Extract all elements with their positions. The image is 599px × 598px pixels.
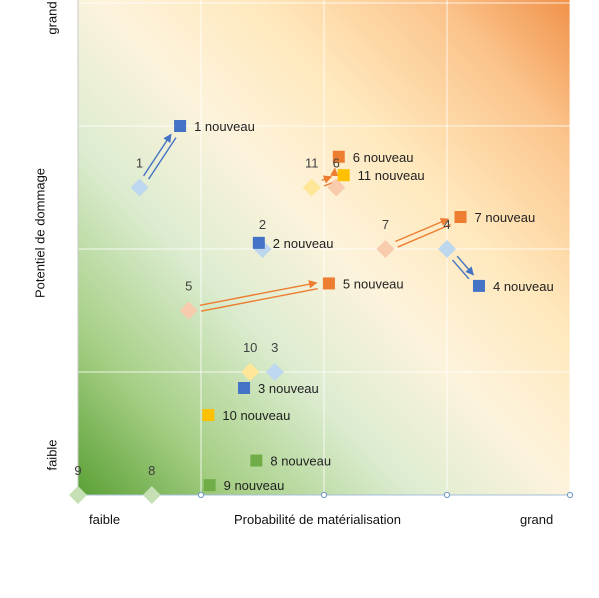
y-high-label: grand: [44, 1, 60, 35]
arrow-1: [148, 137, 177, 180]
previous-point-label-6: 6: [333, 156, 340, 171]
arrow-7-head: [395, 218, 450, 243]
new-point-6: [332, 150, 345, 163]
previous-point-9: [69, 486, 87, 504]
arrow-11-head: [321, 175, 333, 184]
new-point-7: [454, 211, 467, 224]
new-point-suffix-6: nouveau: [364, 150, 414, 165]
new-point-suffix-1: nouveau: [205, 119, 255, 134]
previous-point-label-4: 4: [443, 217, 450, 232]
previous-point-10: [241, 363, 260, 381]
x-axis-tick: [320, 491, 328, 499]
new-points: [174, 120, 485, 492]
previous-point-label-8: 8: [148, 463, 155, 478]
new-point-label-10: 10 nouveau: [222, 408, 290, 423]
y-low-label: faible: [44, 439, 60, 471]
x-axis-tick: [197, 491, 205, 499]
new-point-number-2: 2: [273, 236, 284, 251]
new-point-4: [472, 279, 485, 292]
new-point-number-1: 1: [194, 119, 205, 134]
new-point-label-11: 11 nouveau: [358, 168, 425, 183]
new-point-number-5: 5: [343, 276, 354, 291]
arrow-6-head: [330, 167, 339, 177]
new-point-9: [203, 479, 216, 492]
new-point-suffix-9: nouveau: [234, 478, 284, 493]
new-point-suffix-4: nouveau: [504, 279, 554, 294]
x-axis-title: Probabilité de matérialisation: [234, 512, 401, 527]
previous-point-label-1: 1: [136, 156, 143, 171]
arrow-5-head: [199, 280, 318, 306]
new-point-label-7: 7 nouveau: [475, 210, 536, 225]
new-point-label-5: 5 nouveau: [343, 276, 404, 291]
arrow-5: [200, 287, 318, 312]
new-point-8: [250, 454, 263, 467]
previous-point-label-7: 7: [382, 217, 389, 232]
new-point-suffix-10: nouveau: [240, 408, 290, 423]
previous-point-7: [376, 240, 395, 258]
arrow-1-head: [143, 133, 172, 177]
new-point-number-4: 4: [493, 279, 504, 294]
previous-point-4: [438, 240, 456, 258]
new-point-label-1: 1 nouveau: [194, 119, 255, 134]
new-point-number-10: 10: [222, 408, 240, 423]
new-point-number-6: 6: [353, 150, 364, 165]
movement-arrows: [143, 133, 474, 312]
arrow-7: [397, 223, 451, 248]
new-point-number-8: 8: [270, 454, 281, 469]
previous-point-label-11: 11: [305, 156, 319, 171]
x-low-label: faible: [89, 512, 121, 527]
new-point-11: [337, 169, 350, 182]
previous-point-8: [142, 486, 161, 504]
new-point-number-9: 9: [224, 478, 235, 493]
previous-point-5: [179, 301, 198, 320]
new-point-1: [174, 120, 187, 132]
new-point-suffix-8: nouveau: [281, 454, 331, 469]
new-point-number-3: 3: [258, 381, 269, 396]
previous-point-6: [327, 178, 346, 197]
new-point-label-6: 6 nouveau: [353, 150, 414, 165]
previous-point-11: [302, 178, 321, 197]
new-point-suffix-11: nouveau: [375, 168, 425, 183]
new-point-10: [202, 409, 215, 422]
new-point-number-7: 7: [475, 210, 486, 225]
new-point-2: [252, 236, 265, 249]
y-axis-title: Potentiel de dommage: [32, 167, 48, 299]
x-high-label: grand: [520, 512, 554, 527]
previous-point-3: [265, 363, 284, 381]
previous-point-label-9: 9: [74, 463, 81, 478]
new-point-label-9: 9 nouveau: [224, 478, 285, 493]
previous-point-label-3: 3: [271, 340, 278, 355]
new-point-label-2: 2 nouveau: [273, 236, 334, 251]
previous-point-label-5: 5: [185, 279, 192, 294]
new-point-3: [238, 381, 251, 394]
new-point-number-11: 11: [358, 168, 375, 183]
new-point-suffix-3: nouveau: [269, 381, 319, 396]
previous-points: [69, 178, 456, 504]
new-point-suffix-7: nouveau: [485, 210, 535, 225]
x-axis-tick: [443, 491, 451, 499]
new-point-label-4: 4 nouveau: [493, 279, 554, 294]
new-point-suffix-2: nouveau: [284, 236, 334, 251]
previous-point-1: [130, 178, 149, 197]
new-point-5: [322, 277, 335, 290]
new-point-label-8: 8 nouveau: [270, 454, 331, 469]
arrow-4-head: [456, 255, 474, 276]
previous-point-label-10: 10: [243, 340, 257, 355]
x-axis-tick: [566, 491, 574, 499]
previous-point-label-2: 2: [259, 217, 266, 232]
new-point-suffix-5: nouveau: [354, 276, 404, 291]
new-point-label-3: 3 nouveau: [258, 381, 319, 396]
arrow-4: [452, 259, 470, 280]
